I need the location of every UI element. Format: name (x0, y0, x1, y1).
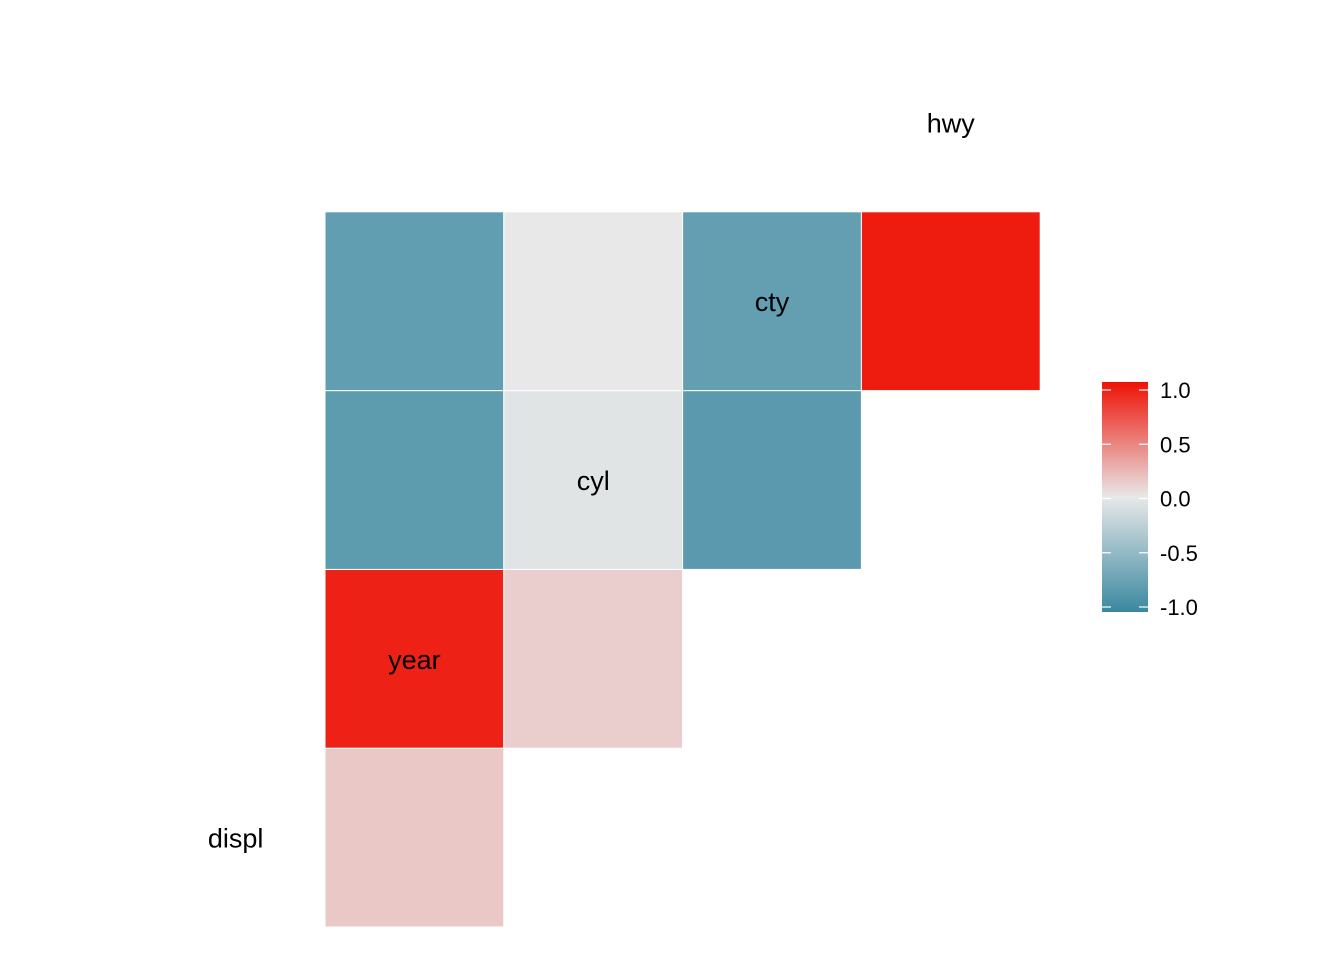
variable-label-cty: cty (755, 287, 790, 317)
heatmap-cell-hwy-cty (860, 211, 1041, 392)
legend-ticks: 1.0 0.5 0.0 -0.5 -1.0 (1102, 378, 1198, 620)
variable-labels: displ year cyl cty hwy (208, 108, 975, 853)
legend-tick-label-1: 0.5 (1160, 432, 1191, 457)
legend-tick-label-3: -0.5 (1160, 541, 1198, 566)
heatmap-cell-hwy-displ (324, 211, 505, 392)
variable-label-cyl: cyl (577, 466, 610, 496)
legend-tick-label-0: 1.0 (1160, 378, 1191, 403)
legend-colorbar (1102, 382, 1148, 612)
heatmap-cell-cty-year (503, 390, 684, 570)
heatmap-cell-cty-cyl (682, 390, 862, 570)
variable-label-displ: displ (208, 824, 264, 854)
variable-label-hwy: hwy (927, 108, 976, 138)
legend-tick-label-2: 0.0 (1160, 487, 1191, 512)
variable-label-year: year (388, 645, 441, 675)
heatmap-cell-year-displ (324, 747, 505, 928)
color-legend: 1.0 0.5 0.0 -0.5 -1.0 (1102, 378, 1198, 620)
legend-tick-label-4: -1.0 (1160, 595, 1198, 620)
heatmap-cell-cyl-year (503, 568, 684, 749)
heatmap-cells (324, 211, 1041, 928)
heatmap-cell-cyl-displ (324, 568, 505, 749)
heatmap-cell-hwy-cyl (682, 211, 862, 392)
heatmap-cell-cty-displ (324, 390, 505, 570)
heatmap-cell-hwy-year (503, 211, 684, 392)
